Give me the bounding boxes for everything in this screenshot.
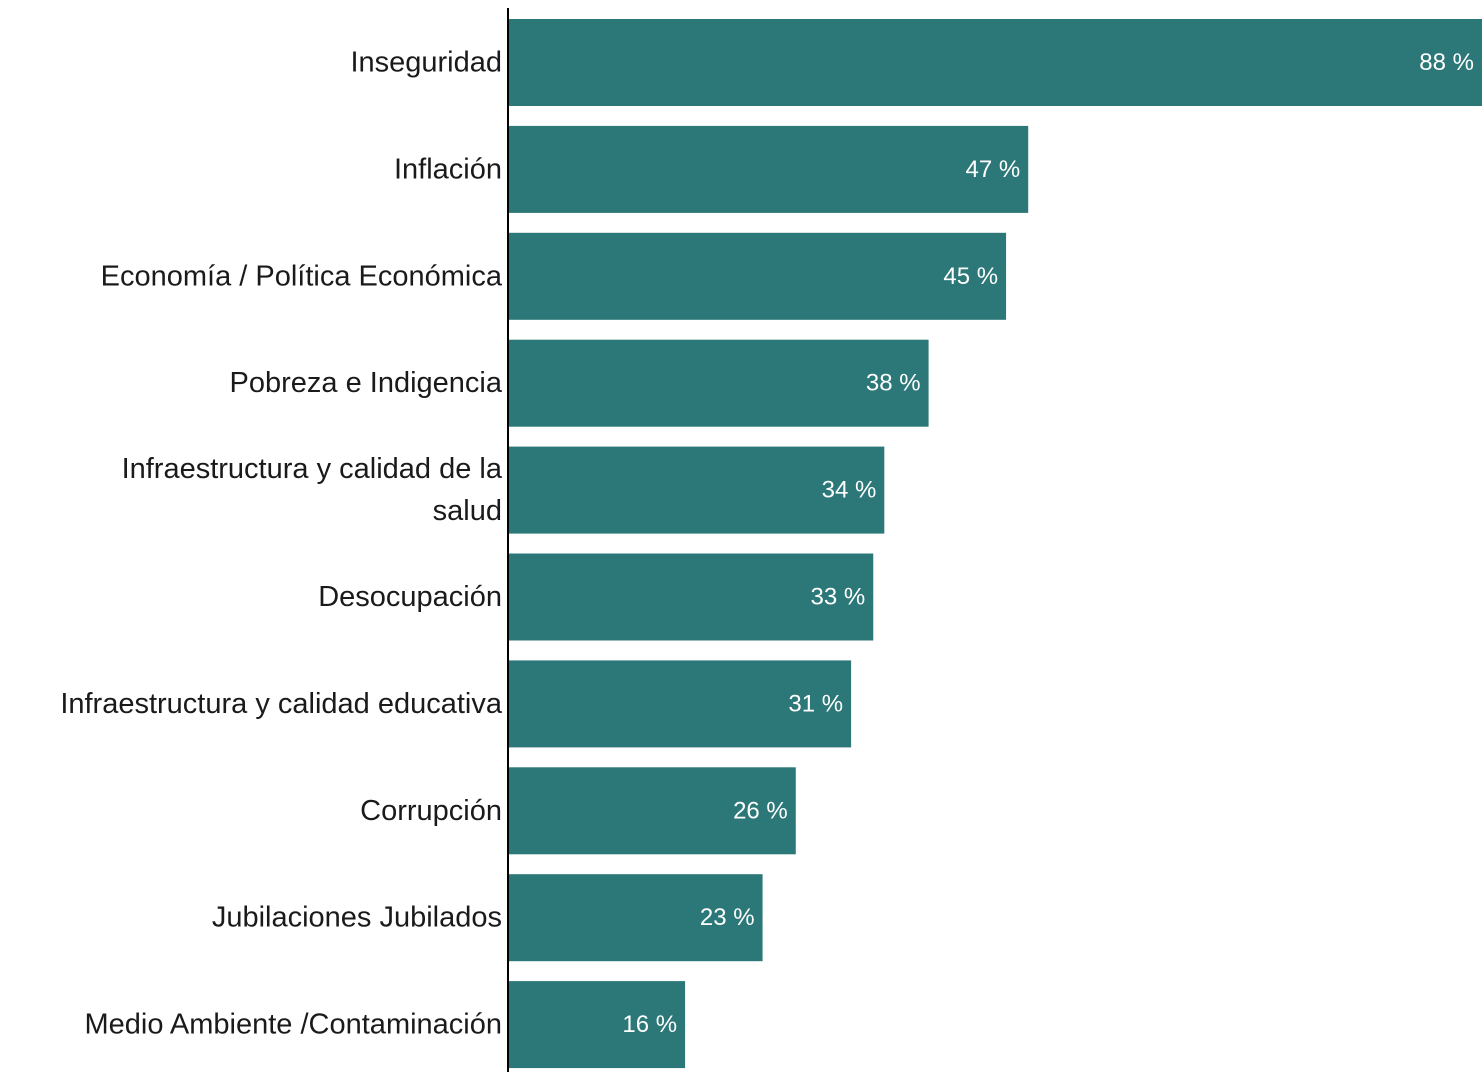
- category-labels-group: Inseguridad Inflación Economía / Política …: [60, 47, 503, 1041]
- category-label-1: Inseguridad: [350, 47, 502, 79]
- value-label-1: 88 %: [1419, 49, 1474, 76]
- bar-8: [508, 767, 796, 855]
- value-label-8: 26 %: [733, 797, 788, 824]
- bar-3: [508, 232, 1007, 320]
- category-label-5: Infraestructura y calidad de la salud: [122, 453, 503, 527]
- bar-1: [508, 19, 1482, 106]
- value-label-10: 16 %: [622, 1011, 677, 1038]
- category-label-7: Infraestructura y calidad educativa: [60, 688, 503, 720]
- bar-5: [508, 446, 885, 534]
- category-label-3: Economía / Política Económica: [101, 260, 503, 292]
- value-label-4: 38 %: [866, 370, 921, 397]
- category-label-4: Pobreza e Indigencia: [230, 367, 503, 399]
- bar-6: [508, 553, 874, 641]
- value-label-6: 33 %: [811, 584, 866, 611]
- bar-7: [508, 660, 852, 748]
- bars-group: [508, 19, 1482, 1069]
- value-label-7: 31 %: [788, 690, 843, 717]
- bar-4: [508, 339, 929, 427]
- category-label-10: Medio Ambiente /Contaminación: [84, 1009, 502, 1041]
- category-label-8: Corrupción: [360, 795, 502, 827]
- value-labels-group: 88 % 47 % 45 % 38 % 34 % 33 % 31 % 26 % 23 % 16 %: [622, 49, 1474, 1038]
- category-label-2: Inflación: [394, 153, 502, 185]
- bar-9: [508, 874, 763, 962]
- value-label-2: 47 %: [966, 156, 1021, 183]
- bar-2: [508, 125, 1029, 213]
- value-label-9: 23 %: [700, 904, 755, 931]
- category-label-6: Desocupación: [318, 581, 502, 613]
- category-label-9: Jubilaciones Jubilados: [212, 902, 502, 934]
- bar-10: [508, 981, 686, 1069]
- value-label-5: 34 %: [822, 477, 877, 504]
- value-label-3: 45 %: [943, 263, 998, 290]
